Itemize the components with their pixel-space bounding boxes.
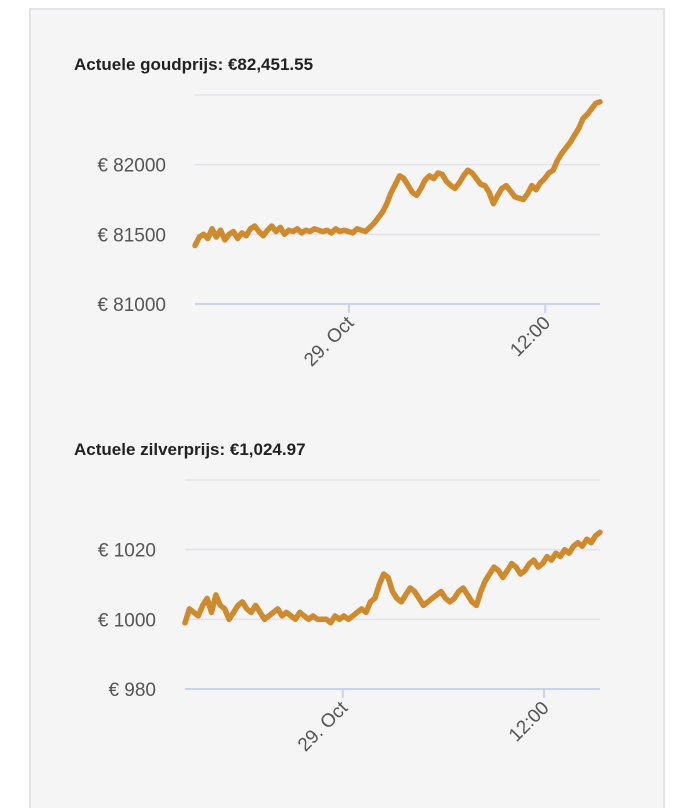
y-tick-label: € 1000 (98, 610, 156, 631)
silver-price-chart: € 980 € 1000 € 1020 29. Oct 12:00 (98, 479, 603, 756)
y-tick-label: € 980 (108, 680, 156, 701)
gold-price-title: Actuele goudprijs: €82,451.55 (74, 55, 314, 74)
y-tick-label: € 82000 (97, 156, 166, 177)
silver-price-title: Actuele zilverprijs: €1,024.97 (74, 440, 306, 459)
gold-price-chart: € 81000 € 81500 € 82000 29. Oct 12:00 (97, 94, 603, 371)
x-tick-label: 29. Oct (294, 697, 353, 756)
x-tick-label: 29. Oct (300, 312, 359, 371)
y-tick-label: € 1020 (98, 541, 156, 562)
y-tick-label: € 81500 (97, 225, 166, 246)
chart-panel (29, 8, 665, 808)
x-tick-label: 12:00 (505, 698, 553, 746)
x-tick-label: 12:00 (506, 313, 554, 361)
price-line (182, 529, 603, 626)
price-line (192, 99, 603, 249)
y-tick-label: € 81000 (97, 295, 166, 316)
